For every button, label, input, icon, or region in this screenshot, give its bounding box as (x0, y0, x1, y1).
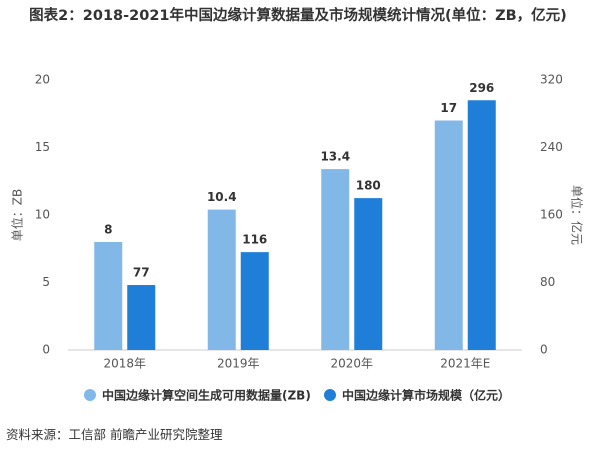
y2-axis-label: 单位：亿元 (570, 185, 585, 245)
y2-tick-label: 160 (540, 208, 563, 222)
y2-tick-label: 80 (540, 275, 555, 289)
bar (354, 198, 383, 350)
bar (240, 252, 269, 350)
y2-tick-label: 320 (540, 73, 563, 87)
bar (94, 242, 123, 350)
chart-title: 图表2：2018-2021年中国边缘计算数据量及市场规模统计情况(单位：ZB，亿… (29, 8, 567, 24)
value-label: 77 (133, 266, 150, 280)
bar (207, 209, 236, 350)
value-label: 116 (242, 233, 267, 247)
bar (127, 285, 156, 350)
value-label: 180 (356, 179, 381, 193)
y-tick-label: 0 (42, 343, 50, 357)
x-tick-label: 2021年E (440, 357, 490, 371)
legend-swatch (324, 389, 336, 401)
value-label: 13.4 (320, 150, 350, 164)
value-label: 10.4 (207, 190, 237, 204)
x-tick-label: 2020年 (330, 357, 373, 371)
y-tick-label: 20 (35, 73, 50, 87)
y-tick-label: 10 (35, 208, 50, 222)
legend-label: 中国边缘计算市场规模（亿元） (342, 388, 510, 403)
y2-tick-label: 240 (540, 140, 563, 154)
value-label: 17 (440, 101, 457, 115)
y-tick-label: 15 (35, 140, 50, 154)
x-tick-label: 2019年 (217, 357, 260, 371)
y2-tick-label: 0 (540, 343, 548, 357)
x-tick-label: 2018年 (103, 357, 146, 371)
legend-swatch (84, 389, 96, 401)
bar (321, 169, 350, 350)
value-label: 296 (469, 81, 494, 95)
y-axis-label: 单位：ZB (10, 189, 25, 241)
y-tick-label: 5 (42, 275, 50, 289)
legend-label: 中国边缘计算空间生成可用数据量(ZB) (102, 388, 311, 403)
bar (434, 120, 463, 350)
bar (467, 100, 496, 350)
value-label: 8 (104, 223, 112, 237)
source-note: 资料来源：工信部 前瞻产业研究院整理 (6, 427, 223, 442)
